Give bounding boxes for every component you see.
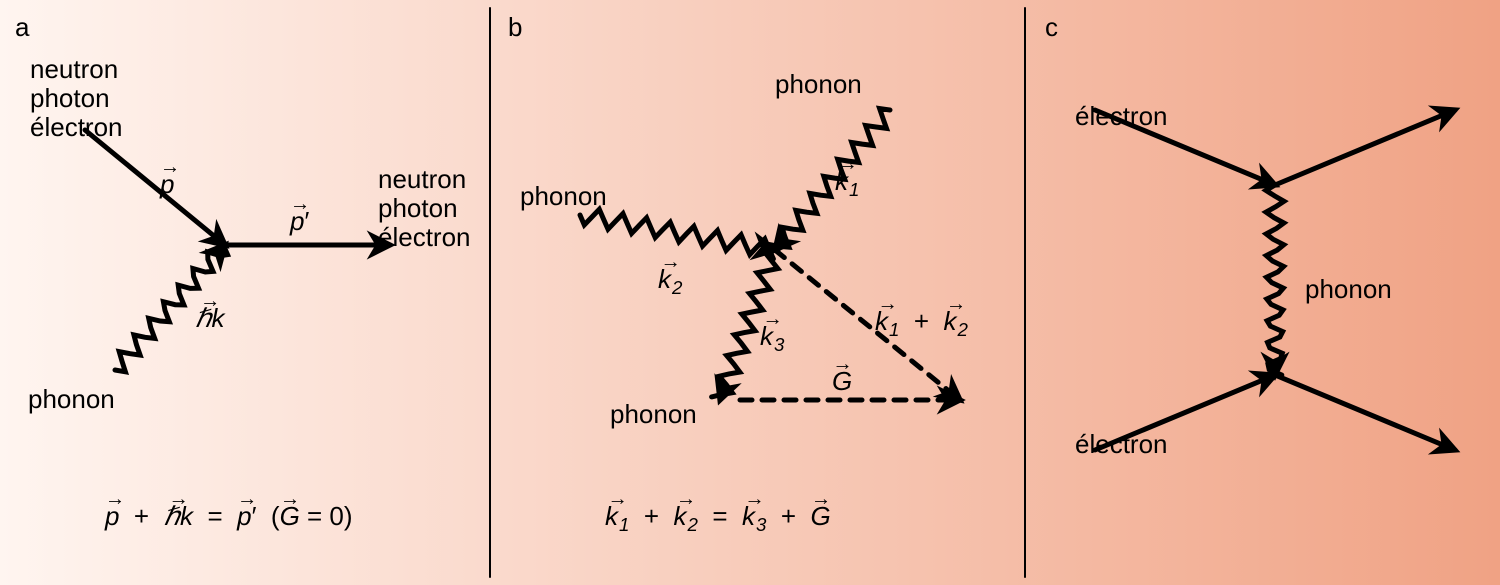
panel-b-phonon-k3: phonon xyxy=(610,400,697,429)
panel-c-label: c xyxy=(1045,12,1058,43)
panel-a-hk-vector: ℏk xyxy=(195,297,224,333)
panel-c-electron-top: électron xyxy=(1075,102,1168,131)
panel-a-equation: p + ℏk = p′ (G = 0) xyxy=(105,495,353,532)
panel-b-equation: k1 + k2 = k3 + G xyxy=(605,495,831,532)
panel-a-incoming-label: neutron photon électron xyxy=(30,55,123,142)
panel-a-p-vector: p xyxy=(160,163,174,199)
panel-b-phonon-k1: phonon xyxy=(775,70,862,99)
panel-b-label: b xyxy=(508,12,522,43)
panel-a-label: a xyxy=(15,12,29,43)
panel-a-outgoing-label: neutron photon électron xyxy=(378,165,471,252)
panel-a-pprime-vector: p′ xyxy=(290,200,309,236)
panel-b-phonon-k2: phonon xyxy=(520,182,607,211)
panel-b-G-vector: G xyxy=(832,360,852,396)
panel-b-k2-vector: k2 xyxy=(658,258,682,294)
panel-c-electron-bottom: électron xyxy=(1075,430,1168,459)
panel-c-phonon-label: phonon xyxy=(1305,275,1392,304)
panel-b-k1k2-vector: k1 + k2 xyxy=(875,300,968,336)
panel-a-phonon-label: phonon xyxy=(28,385,115,414)
panel-b-k1-vector: k1 xyxy=(835,160,859,196)
panel-b-k3-vector: k3 xyxy=(760,315,784,351)
